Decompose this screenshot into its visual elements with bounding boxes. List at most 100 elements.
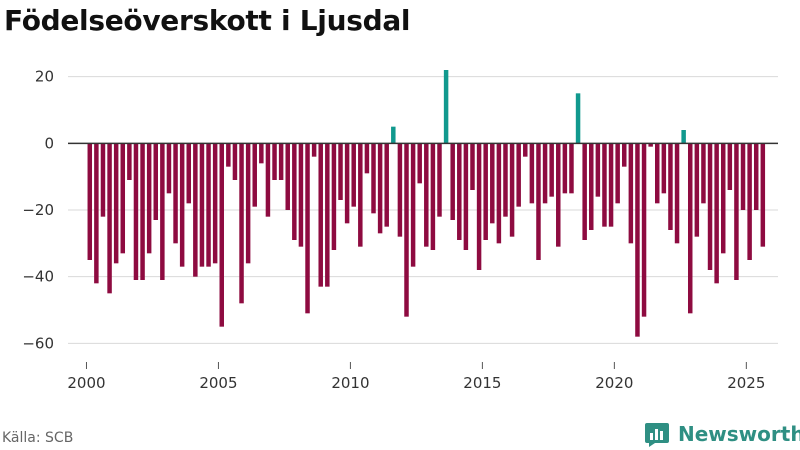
bar [734,143,739,280]
y-axis-labels: 20 0 −20 −40 −60 [22,68,54,353]
bar [285,143,290,210]
bar [674,143,680,244]
bar [193,143,198,277]
bar [120,143,126,254]
bar [338,143,343,200]
bar [648,143,653,147]
bar [377,143,383,234]
bar [344,143,350,224]
bar [325,143,330,287]
bar [351,143,356,207]
bar [701,143,706,204]
bar [655,143,660,204]
bar [694,143,700,237]
bar [166,143,172,194]
bar [179,143,185,267]
bar [569,143,574,194]
bar [687,143,693,314]
bar [622,143,627,167]
bar [100,143,106,217]
bar [641,143,647,317]
bar [470,143,475,190]
bar [589,143,594,230]
x-tick-label: 2020 [595,374,633,392]
x-tick-label: 2025 [727,374,765,392]
bar [443,70,449,144]
brand-name: Newsworthy [678,422,800,446]
bar [424,143,429,247]
bar [516,143,521,207]
bar [311,143,317,157]
bar [87,143,93,260]
bar [186,143,191,204]
bar [331,143,337,250]
bar [153,143,159,220]
bar [608,143,614,227]
bar [727,143,733,190]
y-tick-label: −20 [22,201,54,219]
bar [635,143,640,337]
bar [364,143,370,174]
bar [668,143,673,230]
bar [661,143,667,194]
bar [206,143,211,267]
brand-logo[interactable]: Newsworthy [644,420,800,448]
bar [602,143,607,227]
y-tick-label: −40 [22,268,54,286]
bar [226,143,231,167]
x-tick-label: 2000 [67,374,105,392]
bar [245,143,251,264]
bar [681,130,686,144]
newsworthy-logo-icon [645,423,669,447]
bars [87,70,766,337]
bar [212,143,218,264]
bar [523,143,528,157]
x-tick-label: 2015 [463,374,501,392]
bar [239,143,244,304]
bar [714,143,719,284]
bar [292,143,297,240]
bar [490,143,495,224]
bar [536,143,541,260]
bar [232,143,238,180]
bar [529,143,535,204]
bar [278,143,284,180]
bar [113,143,119,264]
bar [265,143,271,217]
y-tick-label: 0 [44,134,54,152]
x-tick-label: 2005 [199,374,237,392]
bar [146,143,152,254]
bar [476,143,482,270]
bar [437,143,442,217]
bar [358,143,363,247]
bar [371,143,376,214]
bar [384,143,389,227]
grid-lines [68,76,778,344]
bar [417,143,422,184]
source-label: Källa: SCB [2,430,74,446]
bar [410,143,416,267]
x-tick-label: 2010 [331,374,369,392]
bar [107,143,112,294]
bar [457,143,462,240]
bar [397,143,403,237]
bar [615,143,620,204]
bar [496,143,502,244]
bar [720,143,726,254]
y-tick-label: −60 [22,334,54,352]
y-tick-label: 20 [35,68,54,86]
bar [509,143,515,237]
bar [219,143,224,327]
bar [542,143,548,204]
bar [503,143,508,217]
bar [575,93,581,144]
bar [160,143,165,280]
bar [199,143,205,267]
bar [595,143,601,197]
bar [252,143,257,207]
bar [259,143,264,164]
bar [463,143,469,250]
bar [707,143,713,270]
bar [483,143,488,240]
